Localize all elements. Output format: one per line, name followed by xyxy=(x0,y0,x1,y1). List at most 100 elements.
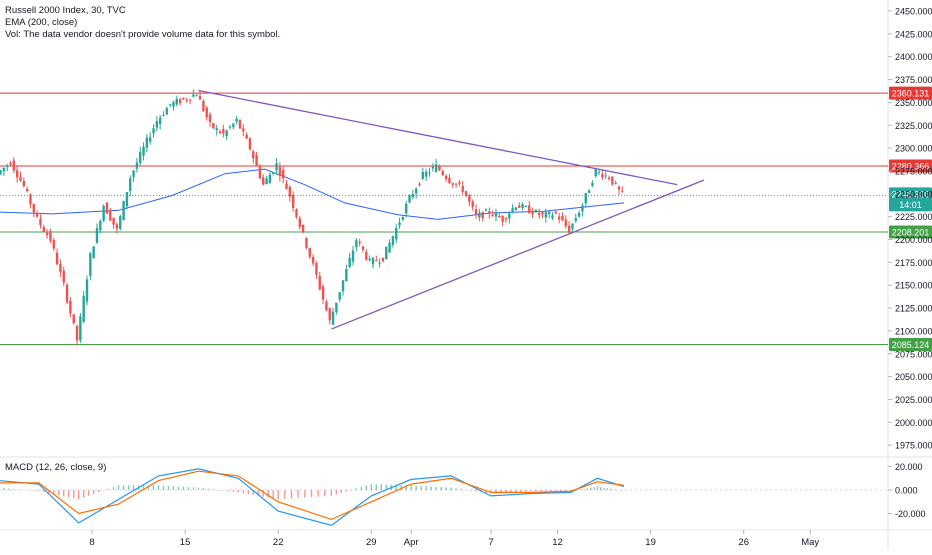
macd-histogram-bar xyxy=(218,490,219,491)
candle-body xyxy=(551,216,553,219)
macd-legend[interactable]: MACD (12, 26, close, 9) xyxy=(5,462,106,473)
macd-histogram-bar xyxy=(600,487,601,490)
candle-body xyxy=(3,168,5,171)
candle-body xyxy=(528,205,530,213)
candle-body xyxy=(535,210,537,212)
time-tick-label: 29 xyxy=(366,537,377,548)
candle xyxy=(139,147,141,165)
candle-body xyxy=(339,292,341,299)
candle-body xyxy=(408,195,410,202)
candle-body xyxy=(525,206,527,207)
candle-body xyxy=(46,233,48,235)
candle xyxy=(528,201,530,214)
candle-body xyxy=(189,99,191,100)
candle xyxy=(458,180,460,186)
candle-body xyxy=(112,218,114,225)
candle xyxy=(535,209,537,213)
candle-body xyxy=(385,247,387,259)
candle xyxy=(189,99,191,104)
candle xyxy=(585,193,587,208)
candle xyxy=(508,211,510,223)
candle xyxy=(531,208,533,218)
candle-body xyxy=(69,301,71,313)
time-tick-label: 26 xyxy=(738,537,749,548)
candle-body xyxy=(345,269,347,281)
candle xyxy=(252,149,254,163)
price-tick-label: 2075.000 xyxy=(895,349,932,359)
ema-legend[interactable]: EMA (200, close) xyxy=(5,17,77,29)
macd-histogram-bar xyxy=(158,485,159,490)
candle xyxy=(388,239,390,253)
candle-body xyxy=(498,216,500,217)
candle-body xyxy=(435,164,437,172)
macd-histogram-bar xyxy=(73,490,74,498)
candle-body xyxy=(362,246,364,250)
candle-body xyxy=(422,172,424,179)
macd-histogram-bar xyxy=(38,490,39,491)
candle-body xyxy=(122,201,124,220)
candle xyxy=(561,212,563,221)
macd-histogram-bar xyxy=(356,489,357,490)
macd-histogram-bar xyxy=(475,490,476,491)
price-tick-label: 1975.000 xyxy=(895,441,932,451)
candle xyxy=(415,187,417,198)
candle xyxy=(312,254,314,266)
symbol-title[interactable]: Russell 2000 Index, 30, TVC xyxy=(5,5,126,17)
candle-body xyxy=(162,115,164,116)
candle-body xyxy=(515,208,517,210)
candle xyxy=(591,180,593,187)
candle xyxy=(49,229,51,244)
candle-body xyxy=(96,228,98,243)
candle-body xyxy=(588,190,590,193)
candle xyxy=(9,161,11,166)
candle-body xyxy=(249,138,251,149)
candle-body xyxy=(179,100,181,104)
macd-histogram-bar xyxy=(520,490,521,492)
candle-body xyxy=(488,211,490,214)
candle-body xyxy=(378,262,380,263)
price-tick-label: 2350.000 xyxy=(895,98,932,108)
candle-body xyxy=(109,210,111,220)
candle-body xyxy=(595,169,597,176)
candle-body xyxy=(442,171,444,175)
candle xyxy=(136,158,138,173)
macd-histogram-bar xyxy=(18,489,19,490)
candle xyxy=(595,169,597,178)
candle xyxy=(206,106,208,120)
candle xyxy=(33,204,35,218)
trendlines xyxy=(198,91,703,330)
macd-histogram-bar xyxy=(183,487,184,490)
candle xyxy=(209,112,211,127)
candle xyxy=(541,212,543,219)
candle-body xyxy=(608,178,610,180)
candle-body xyxy=(142,147,144,156)
candle xyxy=(299,216,301,230)
candle xyxy=(405,201,407,218)
macd-histogram-bar xyxy=(366,486,367,490)
candle-body xyxy=(481,212,483,218)
time-tick-label: 22 xyxy=(273,537,284,548)
candle-body xyxy=(265,178,267,184)
candle-body xyxy=(73,314,75,323)
candle xyxy=(325,299,327,311)
macd-histogram-bar xyxy=(530,490,531,491)
candle xyxy=(239,119,241,129)
candle-body xyxy=(415,189,417,194)
macd-histogram-bar xyxy=(580,489,581,490)
macd-histogram-bar xyxy=(233,490,234,492)
candle-body xyxy=(352,251,354,262)
candle xyxy=(19,172,21,182)
candle-body xyxy=(19,177,21,181)
candle-body xyxy=(565,220,567,227)
macd-histogram-bar xyxy=(178,486,179,490)
candle xyxy=(581,203,583,217)
macd-tick-label: 0.000 xyxy=(895,486,918,496)
macd-histogram-bar xyxy=(550,490,551,491)
macd-histogram-bar xyxy=(617,490,618,491)
candle xyxy=(272,172,274,175)
candle-body xyxy=(192,94,194,96)
candle xyxy=(618,185,620,195)
candle-body xyxy=(445,176,447,179)
